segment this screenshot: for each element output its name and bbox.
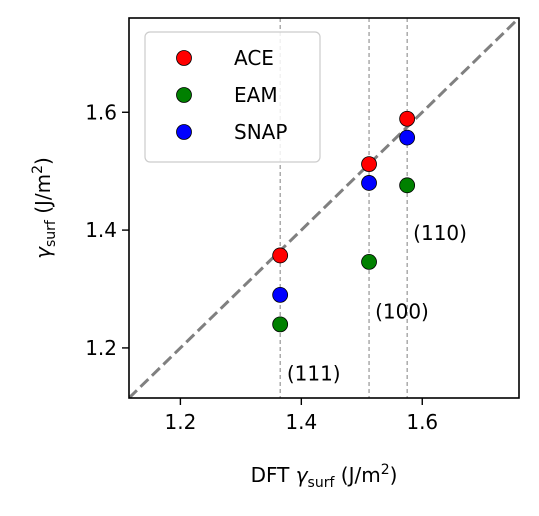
point-eam-2 [361,254,377,270]
point-ace-2 [361,156,377,173]
y-axis-label-unit-sup: 2 [30,165,46,174]
plot-area [129,18,519,398]
facet-label-3: (110) [413,221,467,245]
point-snap-3 [399,129,416,146]
x-axis-label-unit-sup: 2 [381,462,390,478]
y-axis-label-unit-close: ) [31,157,55,165]
point-eam-3 [399,177,416,194]
facet-label-2: (100) [375,299,429,323]
x-tick-label: 1.2 [164,410,196,434]
legend: ACE EAM SNAP [144,31,321,163]
x-axis-label-subscript: surf [308,475,336,491]
x-axis-label: DFT γsurf (J/m2) [251,462,398,491]
y-axis-ticks: 1.2 1.4 1.6 [85,100,129,360]
axes-frame [128,17,520,399]
facet-annotations: (111) (100) (110) [287,221,467,385]
facet-label-1: (111) [287,361,341,385]
point-snap-1 [272,286,289,303]
x-tick-label: 1.6 [406,410,438,434]
y-axis-label-symbol: γ [31,246,55,259]
point-ace-3 [399,110,416,127]
x-axis-label-unit-close: ) [390,463,398,487]
point-eam-1 [272,316,289,333]
y-axis-label-subscript: surf [43,219,59,247]
legend-marker-snap [176,124,192,140]
diagonal-reference-line [129,18,519,398]
point-snap-2 [361,175,377,191]
x-axis-label-prefix: DFT [251,463,296,487]
point-ace-1 [272,247,289,264]
x-tick-label: 1.4 [285,410,317,434]
y-tick-label: 1.6 [85,100,117,124]
x-axis-label-unit: (J/m [334,463,380,487]
y-tick-label: 1.4 [85,218,117,242]
legend-box [144,31,321,163]
y-axis-label-unit: (J/m [31,174,55,220]
legend-label-eam: EAM [234,83,278,107]
y-tick-label: 1.2 [85,336,117,360]
legend-marker-eam [176,87,192,103]
y-axis-label: γsurf (J/m2) [30,157,59,259]
x-axis-ticks: 1.2 1.4 1.6 [164,398,438,434]
x-axis-label-symbol: γ [296,463,309,487]
legend-marker-ace [176,50,192,66]
legend-label-ace: ACE [234,46,274,70]
data-points [272,110,416,333]
legend-label-snap: SNAP [234,120,287,144]
